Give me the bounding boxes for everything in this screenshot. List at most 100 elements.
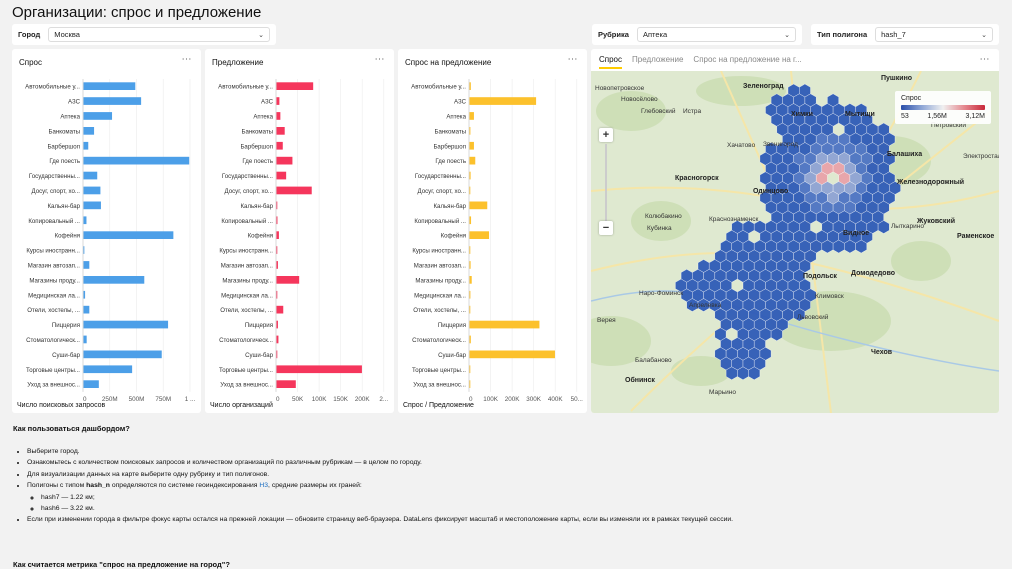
polygon-select[interactable]: hash_7 ⌄	[875, 27, 993, 42]
bar	[469, 127, 471, 135]
legend-mid: 1,56M	[927, 113, 947, 120]
rubric-filter[interactable]: Рубрика Аптека ⌄	[592, 24, 802, 45]
bar	[83, 261, 90, 269]
map-hex-cell	[770, 327, 783, 342]
map-place-label: Обнинск	[625, 377, 655, 384]
category-label: Аптека	[253, 113, 273, 120]
help-item: Полигоны с типом hash_n определяются по …	[27, 480, 733, 514]
tab-demand[interactable]: Спрос	[599, 55, 623, 69]
bar	[276, 231, 279, 239]
rubric-select[interactable]: Аптека ⌄	[636, 27, 796, 42]
bar	[276, 127, 285, 135]
map-hex-cell	[855, 239, 867, 254]
category-label: Уход за внешнос...	[27, 382, 80, 389]
map-view[interactable]: Зеленоград Пушкино Новопетровское Новосёлов…	[591, 70, 999, 413]
category-label: АЗС	[261, 99, 274, 106]
x-tick-label: 100K	[312, 396, 328, 403]
help-h3-suffix: , средние размеры их граней:	[268, 482, 362, 490]
page-title: Организации: спрос и предложение	[12, 4, 262, 21]
map-hex-cell	[793, 308, 806, 322]
h3-link[interactable]: H3	[259, 482, 269, 490]
bar	[83, 246, 85, 254]
zoom-slider[interactable]	[605, 144, 607, 224]
bar	[276, 112, 281, 120]
ratio-bar-chart: 0 100K 200K 300K 400K 50... Автомобильные у...…	[411, 79, 583, 403]
tab-supply[interactable]: Предложение	[632, 55, 684, 64]
x-tick-label: 400K	[548, 396, 564, 403]
chevron-down-icon: ⌄	[981, 31, 987, 39]
category-label: Банкоматы	[242, 128, 274, 135]
bar	[276, 186, 312, 195]
category-label: Досуг, спорт, хо...	[32, 188, 81, 195]
bar	[83, 290, 86, 299]
ratio-card-footer: Спрос / Предложение	[403, 402, 474, 409]
polygon-filter-label: Тип полигона	[817, 30, 868, 39]
more-icon[interactable]: ⋯	[567, 54, 578, 65]
x-tick-label: 200K	[505, 396, 521, 403]
city-filter-label: Город	[18, 30, 41, 39]
zoom-in-button[interactable]: +	[599, 128, 613, 142]
bar	[469, 97, 537, 105]
zoom-out-button[interactable]: −	[599, 221, 613, 235]
demand-bar-chart: 0 250M 500M 750M 1 ... Автомобильные у... АЗС А…	[25, 79, 195, 403]
map-place-label: Звенигород	[763, 141, 798, 148]
help-subitem: hash6 — 3.22 км.	[41, 503, 733, 514]
category-label: Барбершоп	[240, 143, 273, 150]
map-place-label: Пушкино	[881, 75, 913, 82]
map-forest-area	[891, 241, 951, 281]
map-place-label: Марьино	[709, 389, 736, 396]
map-place-label: Верея	[597, 317, 616, 324]
bar	[276, 335, 279, 344]
category-label: Медицинская ла...	[28, 292, 80, 299]
bar	[469, 365, 471, 374]
city-select[interactable]: Москва ⌄	[48, 27, 270, 42]
category-label: Где поесть	[242, 158, 273, 165]
x-tick-label: 0	[276, 396, 280, 403]
map-forest-area	[696, 76, 786, 106]
city-filter[interactable]: Город Москва ⌄	[12, 24, 276, 45]
more-icon[interactable]: ⋯	[181, 54, 192, 65]
category-label: Автомобильные у...	[411, 84, 466, 91]
city-select-value: Москва	[54, 30, 80, 39]
map-place-label: Чехов	[871, 349, 893, 356]
map-place-label: Электросталь	[963, 153, 999, 160]
map-canvas[interactable]	[591, 70, 999, 413]
category-label: Курсы иностранн...	[412, 248, 466, 255]
category-label: Торговые центры...	[412, 367, 466, 374]
category-label: Стоматологическ...	[412, 337, 466, 344]
more-icon[interactable]: ⋯	[979, 54, 990, 65]
bar	[469, 216, 472, 225]
map-place-label: Наро-Фоминск	[639, 290, 684, 297]
x-tick-label: 2...	[379, 396, 388, 403]
legend-max: 3,12M	[965, 113, 985, 120]
category-label: Кофейня	[441, 233, 466, 240]
x-tick-label: 300K	[526, 396, 542, 403]
category-label: Банкоматы	[435, 128, 467, 135]
map-place-label: Жуковский	[917, 218, 956, 225]
demand-card-footer: Число поисковых запросов	[17, 402, 106, 409]
map-place-label: Львовский	[797, 314, 829, 321]
rubric-select-value: Аптека	[642, 30, 668, 39]
category-label: Государственны...	[222, 173, 273, 180]
polygon-filter[interactable]: Тип полигона hash_7 ⌄	[811, 24, 999, 45]
demand-card-title: Спрос	[19, 58, 43, 67]
category-label: Государственны...	[29, 173, 80, 180]
bar	[83, 97, 142, 105]
category-label: Уход за внешнос...	[413, 382, 466, 389]
category-label: Суши-бар	[245, 352, 274, 359]
more-icon[interactable]: ⋯	[374, 54, 385, 65]
map-forest-area	[631, 201, 691, 241]
map-legend: Спрос 53 1,56M 3,12M	[895, 91, 991, 124]
bar	[276, 141, 283, 150]
category-label: Копировальный ...	[221, 218, 273, 225]
x-tick-label: 100K	[483, 396, 499, 403]
x-tick-label: 150K	[333, 396, 349, 403]
map-hex-cell	[877, 220, 890, 234]
category-label: Автомобильные у...	[218, 84, 273, 91]
tab-ratio[interactable]: Спрос на предложение на г...	[693, 55, 802, 64]
bar	[276, 380, 296, 388]
help-title-2: Как считается метрика "спрос на предложе…	[13, 560, 230, 569]
bar	[469, 246, 471, 254]
category-label: Досуг, спорт, хо...	[225, 188, 274, 195]
bar	[469, 320, 540, 329]
